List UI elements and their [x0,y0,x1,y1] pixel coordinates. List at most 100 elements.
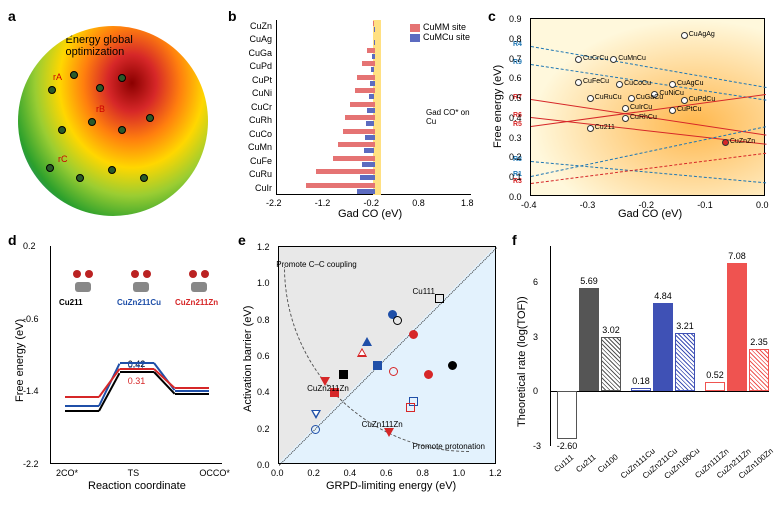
mol-icon [63,264,103,296]
cat-CuMn: CuMn [232,142,272,152]
mol-label: Cu211 [59,298,83,307]
xtick: -0.2 [364,198,380,208]
point-label: CuZnZn [730,138,755,145]
cat: Cu100 [596,452,620,474]
bar-val: 2.35 [750,337,768,347]
xtick: -1.2 [315,198,331,208]
bar [371,67,375,72]
bar-val: 4.84 [654,291,672,301]
cat-CuRu: CuRu [232,169,272,179]
annot-rc: rC [58,154,68,164]
bar [369,94,375,99]
bar [367,48,374,53]
bar-CuZn111Zn [705,382,725,391]
marker [384,428,394,437]
marker [373,361,382,370]
bar [316,169,375,174]
panel-c-ylabel: Free energy (eV) [492,65,504,148]
cat-CuCr: CuCr [232,102,272,112]
point-CuAgAg [681,32,688,39]
point-label: CuCoCu [624,80,651,87]
annot: CuZn211Zn [307,384,349,393]
panel-d-ylabel: Free energy (eV) [14,319,26,402]
annot: Promote C–C coupling [276,260,356,269]
bar-CuZn211Zn [727,263,747,392]
point-Cu211 [587,125,594,132]
point-CuPtCu [669,107,676,114]
curve-CuZn211Zn [65,396,99,398]
point-CuRuCu [587,95,594,102]
point-CuCrCu [575,56,582,63]
bar-CuZn111Cu [631,388,651,391]
cat-CuZn: CuZn [232,21,272,31]
ref-band-label2: Gad CO* on Cu [426,108,476,126]
bar [374,27,375,32]
cat-CuFe: CuFe [232,156,272,166]
panel-c-xlabel: Gad CO (eV) [618,208,682,220]
bar-val: -2.60 [557,441,578,451]
cat-CuRh: CuRh [232,115,272,125]
point-CuRhCu [622,115,629,122]
annot-ra: rA [53,72,62,82]
point-label: CuRuCu [595,94,622,101]
bar [350,102,374,107]
annot: Promote protonation [413,442,486,451]
marker [311,425,320,434]
marker [435,294,444,303]
state-TS: TS [128,468,140,478]
bar [357,75,374,80]
state-2CO*: 2CO* [56,468,78,478]
panel-e: e 0.00.20.40.60.81.01.20.00.20.40.60.81.… [238,232,503,502]
mol-label: CuZn211Zn [175,298,218,307]
bar-CuZn211Cu [653,303,673,391]
marker [357,348,367,357]
bar [345,115,374,120]
annot-rb: rB [96,104,105,114]
bar-val: 3.02 [602,325,620,335]
point-label: CuPtCu [677,106,702,113]
cat-CuNi: CuNi [232,88,272,98]
point-label: CuFeCu [583,78,609,85]
panel-d-label: d [8,232,17,248]
bar [370,81,375,86]
marker [311,410,321,419]
panel-e-ylabel: Activation barrier (eV) [242,306,254,412]
bar [367,108,374,113]
bar-val: 5.69 [580,276,598,286]
cat-CuCo: CuCo [232,129,272,139]
bar [373,21,374,26]
point-label: CuAgAg [689,31,715,38]
cat: Cu111 [552,453,575,474]
marker [448,361,457,370]
bar-val: 7.08 [728,251,746,261]
panel-e-label: e [238,232,246,248]
point-label: CuAgCu [677,80,703,87]
bar [364,148,375,153]
point-label: CuCrCu [583,55,608,62]
bar [372,54,374,59]
legend-mcu: CuMCu site [423,32,470,42]
bar [333,156,374,161]
bar-CuZn100Cu [675,333,695,391]
point-CuZnZn [722,139,729,146]
xtick: 0.8 [412,198,425,208]
cat: Cu211 [574,453,597,475]
panel-a-title: Energy global optimization [66,34,161,58]
panel-f: f -3036-2.60Cu1115.69Cu2113.02Cu1000.18C… [512,232,774,502]
bar-Cu111 [557,391,577,438]
bar [365,135,375,140]
point-label: CuGaCu [636,94,663,101]
cat-CuGa: CuGa [232,48,272,58]
curve-CuZn211Zn [175,387,209,389]
mol-label: CuZn211Cu [117,298,161,307]
panel-c-label: c [488,8,496,24]
mol-icon [179,264,219,296]
panel-e-xlabel: GRPD-limiting energy (eV) [326,480,456,492]
bar [338,142,375,147]
panel-d-plot: -2.2-1.4-0.60.22CO*TSOCCO*0.42Cu2110.47C… [50,246,222,464]
panel-a-label: a [8,8,16,24]
energy-surface-image: Energy global optimization rA rB rC [18,26,208,216]
marker [339,370,348,379]
cat-CuPt: CuPt [232,75,272,85]
panel-f-ylabel: Theoretical rate (log(TOF)) [516,296,528,427]
